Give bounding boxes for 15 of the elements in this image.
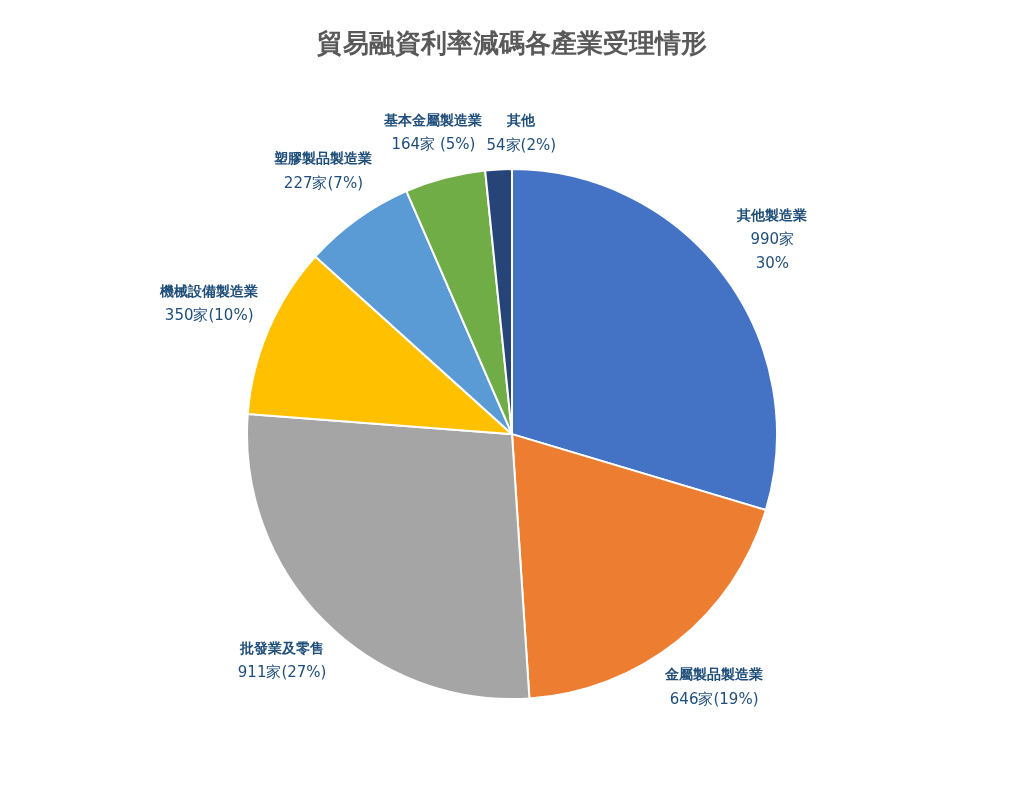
data-label: 350家(10%)	[164, 306, 254, 325]
slice-label: 其他製造業	[736, 206, 808, 223]
data-label: 54家(2%)	[486, 135, 557, 154]
data-label: 990家 30%	[750, 230, 795, 273]
slice-label: 金屬製品製造業	[664, 666, 764, 683]
slice-label: 其他	[506, 112, 537, 129]
data-label: 911家(27%)	[237, 663, 327, 682]
slice-label: 批發業及零售	[239, 640, 325, 657]
data-label: 646家(19%)	[669, 689, 759, 708]
slice-label: 機械設備製造業	[159, 282, 259, 299]
data-label: 227家(7%)	[283, 173, 363, 192]
slice-label: 基本金屬製造業	[383, 112, 483, 129]
slice-label: 塑膠製品製造業	[273, 150, 373, 167]
data-label: 164家 (5%)	[391, 135, 476, 154]
chart-title: 貿易融資利率減碼各產業受理情形	[316, 28, 707, 59]
